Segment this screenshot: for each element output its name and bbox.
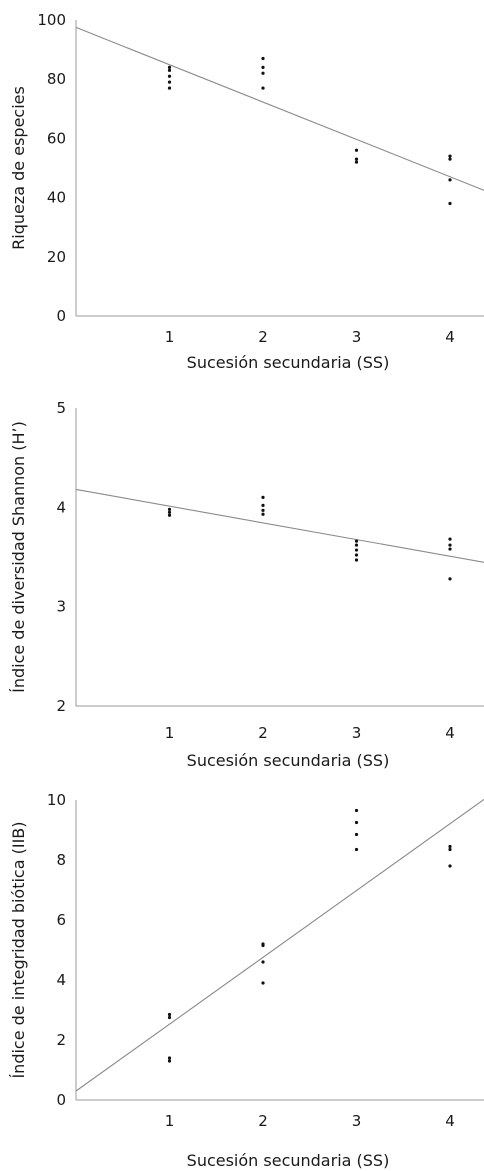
y-tick-label: 100 bbox=[37, 11, 66, 29]
data-point bbox=[167, 1056, 172, 1060]
data-point bbox=[167, 68, 172, 72]
y-tick-label: 0 bbox=[56, 1091, 66, 1109]
data-point bbox=[261, 942, 265, 946]
data-point bbox=[354, 820, 359, 825]
y-tick-label: 4 bbox=[56, 971, 66, 989]
y-tick-label: 80 bbox=[47, 70, 66, 88]
data-point bbox=[167, 513, 172, 517]
data-point bbox=[448, 157, 452, 161]
data-point bbox=[448, 178, 452, 182]
y-tick-label: 0 bbox=[56, 307, 66, 325]
x-tick-label: 1 bbox=[165, 1112, 175, 1130]
y-tick-label: 40 bbox=[47, 189, 66, 207]
y-tick-label: 5 bbox=[56, 399, 66, 417]
y-tick-label: 20 bbox=[47, 248, 66, 266]
x-tick-label: 3 bbox=[352, 724, 362, 742]
data-point bbox=[354, 148, 359, 152]
x-tick-label: 2 bbox=[258, 724, 268, 742]
y-tick-label: 2 bbox=[56, 1031, 66, 1049]
data-point bbox=[354, 558, 359, 562]
data-point bbox=[448, 154, 452, 158]
x-tick-label: 4 bbox=[445, 328, 455, 346]
data-point bbox=[354, 832, 359, 837]
data-point bbox=[448, 864, 452, 868]
x-tick-label: 3 bbox=[352, 1112, 362, 1130]
data-point bbox=[167, 65, 172, 69]
y-tick-label: 6 bbox=[56, 911, 66, 929]
data-point bbox=[261, 86, 265, 90]
data-point bbox=[261, 503, 265, 507]
data-point bbox=[261, 981, 265, 985]
chart-panel-1: 0 20 40 60 80 100 1 2 3 4 Sucesión secundaria (SS)… bbox=[9, 11, 484, 372]
x-tick-label: 4 bbox=[445, 1112, 455, 1130]
data-point bbox=[448, 847, 452, 852]
data-point bbox=[261, 56, 265, 61]
data-point bbox=[354, 847, 359, 852]
y-axis-label: Índice de diversidad Shannon (H’) bbox=[9, 421, 28, 693]
y-tick-label: 8 bbox=[56, 851, 66, 869]
data-point bbox=[354, 808, 359, 813]
y-tick-label: 2 bbox=[56, 697, 66, 715]
x-axis-label: Sucesión secundaria (SS) bbox=[187, 353, 390, 372]
y-tick-label: 60 bbox=[47, 129, 66, 147]
data-point bbox=[354, 553, 359, 557]
data-point bbox=[448, 543, 452, 547]
data-point bbox=[448, 577, 452, 581]
x-tick-label: 3 bbox=[352, 328, 362, 346]
data-point bbox=[167, 1015, 172, 1020]
chart-panel-2: 2 3 4 5 1 2 3 4 Sucesión secundaria (SS) Índice d… bbox=[9, 399, 484, 770]
data-point bbox=[448, 201, 452, 206]
x-axis-label: Sucesión secundaria (SS) bbox=[187, 1151, 390, 1170]
data-point bbox=[167, 510, 172, 514]
y-tick-label: 4 bbox=[56, 498, 66, 516]
data-point bbox=[354, 539, 359, 543]
data-point bbox=[261, 960, 265, 964]
x-tick-label: 2 bbox=[258, 1112, 268, 1130]
data-point bbox=[167, 1012, 172, 1017]
data-point bbox=[354, 160, 359, 164]
trend-line bbox=[75, 488, 484, 563]
data-point bbox=[261, 71, 265, 75]
trend-line bbox=[75, 26, 484, 191]
data-point bbox=[354, 548, 359, 552]
x-tick-label: 1 bbox=[165, 724, 175, 742]
x-tick-label: 4 bbox=[445, 724, 455, 742]
data-point bbox=[261, 508, 265, 512]
x-tick-label: 2 bbox=[258, 328, 268, 346]
data-point bbox=[354, 157, 359, 161]
data-point bbox=[448, 844, 452, 849]
data-point bbox=[261, 512, 265, 516]
data-point bbox=[167, 80, 172, 84]
x-tick-label: 1 bbox=[165, 328, 175, 346]
data-point bbox=[261, 65, 265, 69]
y-tick-label: 3 bbox=[56, 598, 66, 616]
y-tick-label: 10 bbox=[47, 791, 66, 809]
y-axis-label: Riqueza de especies bbox=[9, 86, 28, 250]
y-axis-label: Índice de integridad biótica (IIB) bbox=[9, 821, 28, 1078]
data-point bbox=[354, 543, 359, 547]
data-point bbox=[167, 74, 172, 78]
data-point bbox=[448, 547, 452, 551]
trend-line bbox=[75, 798, 484, 1092]
x-axis-label: Sucesión secundaria (SS) bbox=[187, 751, 390, 770]
data-point bbox=[167, 86, 172, 90]
data-point bbox=[261, 495, 265, 499]
data-point bbox=[167, 1059, 172, 1063]
data-point bbox=[167, 507, 172, 511]
data-point bbox=[448, 537, 452, 541]
